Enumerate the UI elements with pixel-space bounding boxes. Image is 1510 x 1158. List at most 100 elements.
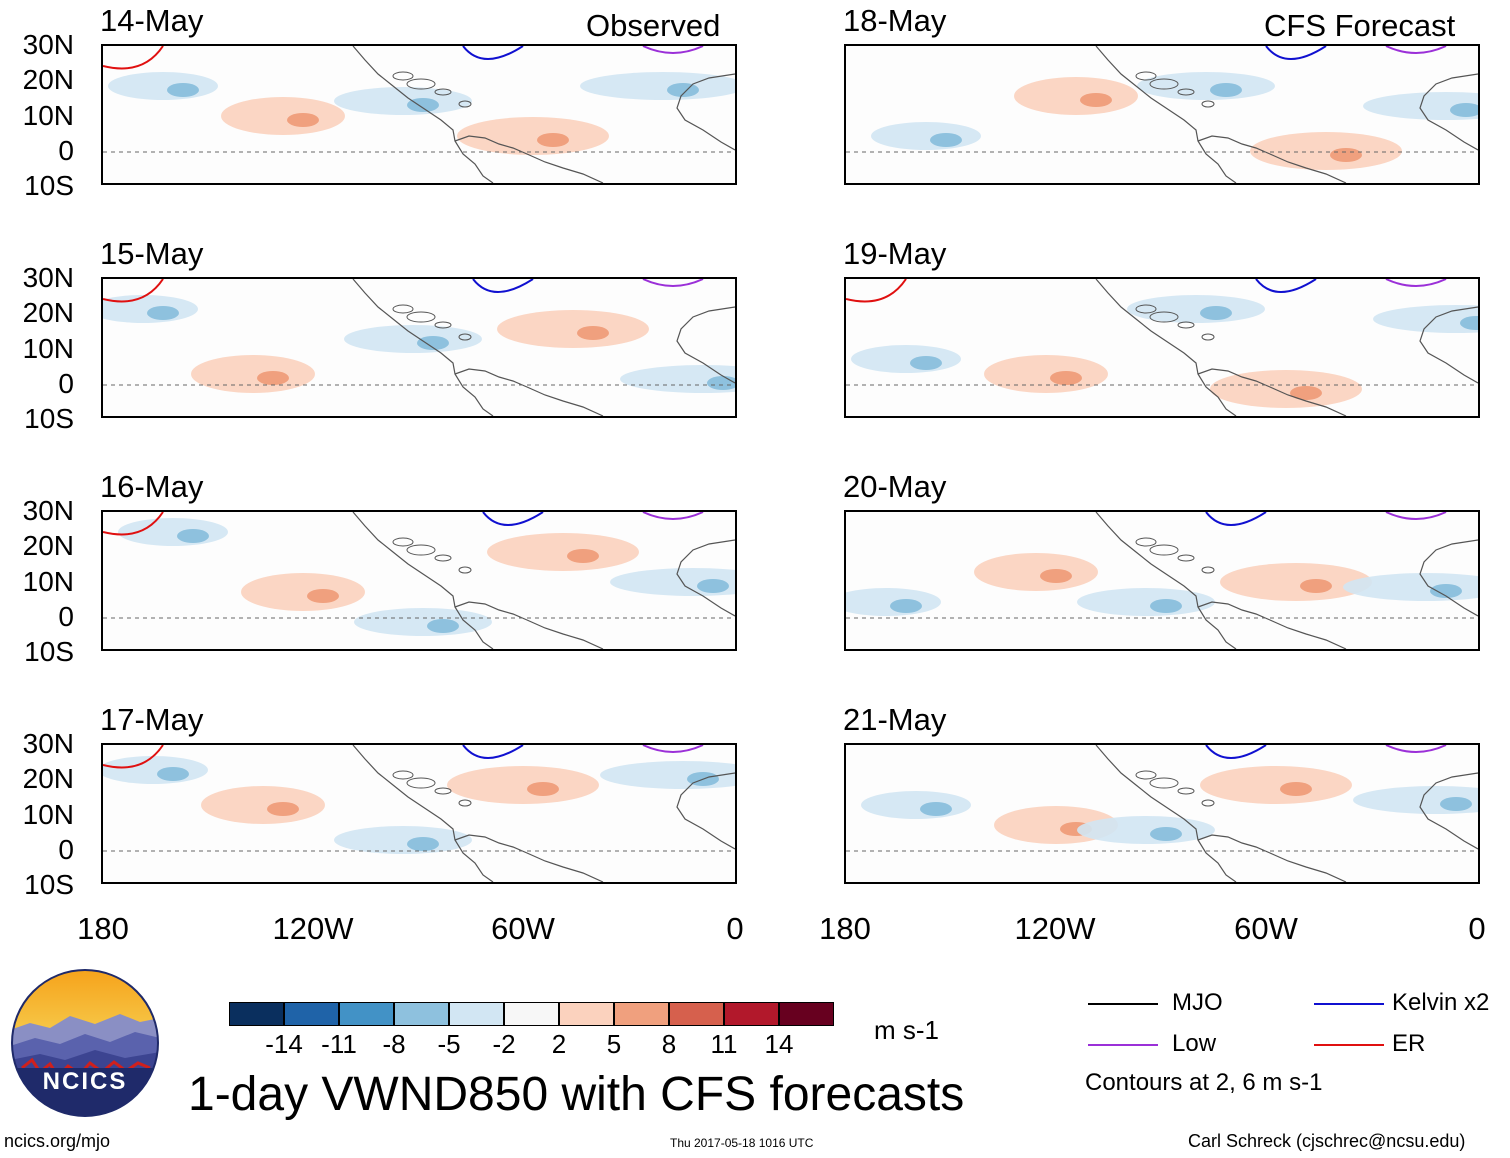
date-label-left-2: 15-May <box>100 236 204 271</box>
negative-anomaly-core <box>1450 103 1478 117</box>
map-panel-observed-14may <box>101 44 737 185</box>
lon-120w-right: 120W <box>1014 911 1096 946</box>
lat-20n: 20N <box>22 530 74 561</box>
negative-anomaly-core <box>157 767 189 781</box>
caribbean-island <box>1177 321 1195 329</box>
positive-anomaly-patch <box>1220 563 1372 601</box>
coastline-south-america <box>1197 135 1347 183</box>
map-field <box>846 46 1478 183</box>
positive-anomaly-core <box>1080 93 1112 107</box>
positive-anomaly-patch <box>221 97 345 135</box>
negative-anomaly-patch <box>580 72 735 100</box>
low-contour <box>1385 46 1447 54</box>
negative-anomaly-core <box>1460 316 1478 330</box>
low-contour <box>642 46 704 54</box>
map-panel-observed-17may <box>101 743 737 884</box>
legend-label-low: Low <box>1172 1030 1217 1057</box>
positive-anomaly-patch <box>241 573 365 611</box>
caribbean-island <box>1201 566 1215 574</box>
positive-anomaly-patch <box>191 355 315 393</box>
caribbean-island <box>392 304 414 314</box>
negative-anomaly-core <box>910 356 942 370</box>
caribbean-island <box>1149 311 1179 323</box>
coastline-south-america <box>454 834 604 882</box>
negative-anomaly-core <box>177 529 209 543</box>
caribbean-island <box>406 544 436 556</box>
low-contour <box>642 512 704 520</box>
caribbean-island <box>434 787 452 795</box>
coastline-north-america <box>352 745 494 882</box>
positive-anomaly-patch <box>974 553 1098 591</box>
negative-anomaly-core <box>920 802 952 816</box>
er-contour <box>846 279 907 303</box>
lon-180-right: 180 <box>819 911 871 946</box>
map-field <box>846 745 1478 882</box>
kelvin-contour <box>462 46 524 60</box>
colorbar-swatch-1 <box>229 1002 284 1026</box>
positive-anomaly-patch <box>1210 370 1362 408</box>
caribbean-island <box>434 321 452 329</box>
coastline-south-america <box>454 368 604 416</box>
coastline-africa <box>676 306 735 384</box>
coastline-africa <box>1419 73 1478 151</box>
positive-anomaly-core <box>1040 569 1072 583</box>
kelvin-contour <box>462 745 524 759</box>
positive-anomaly-core <box>527 782 559 796</box>
coastline-africa <box>1419 539 1478 617</box>
caribbean-island <box>458 799 472 807</box>
coastline-africa <box>1419 772 1478 850</box>
footer-url[interactable]: ncics.org/mjo <box>4 1131 111 1151</box>
date-label-right-4: 21-May <box>843 702 947 737</box>
er-contour <box>103 279 164 303</box>
negative-anomaly-core <box>407 98 439 112</box>
negative-anomaly-core <box>147 306 179 320</box>
lat-0: 0 <box>58 834 74 865</box>
caribbean-island <box>1149 777 1179 789</box>
caribbean-island <box>458 566 472 574</box>
lon-60w-right: 60W <box>1234 911 1298 946</box>
low-contour <box>1385 279 1447 287</box>
map-field <box>103 745 735 882</box>
coastline-south-america <box>454 135 604 183</box>
legend-label-mjo: MJO <box>1172 989 1223 1016</box>
colorbar-swatch-11 <box>779 1002 834 1026</box>
positive-anomaly-patch <box>497 310 649 348</box>
date-label-right-2: 19-May <box>843 236 947 271</box>
lat-0: 0 <box>58 368 74 399</box>
caribbean-island <box>458 100 472 108</box>
colorbar-label: -14 <box>265 1029 303 1059</box>
negative-anomaly-core <box>890 599 922 613</box>
lat-20n: 20N <box>22 763 74 794</box>
map-panel-observed-15may <box>101 277 737 418</box>
lat-10s: 10S <box>24 869 74 900</box>
positive-anomaly-patch <box>1200 766 1352 804</box>
positive-anomaly-patch <box>201 786 325 824</box>
caribbean-island <box>392 71 414 81</box>
colorbar-swatch-5 <box>449 1002 504 1026</box>
observed-header: Observed <box>586 8 721 43</box>
positive-anomaly-core <box>307 589 339 603</box>
negative-anomaly-core <box>1210 83 1242 97</box>
positive-anomaly-patch <box>984 355 1108 393</box>
colorbar-swatch-4 <box>394 1002 449 1026</box>
legend-line-low <box>1088 1044 1158 1046</box>
map-field <box>103 279 735 416</box>
caribbean-island <box>1149 544 1179 556</box>
lat-10s: 10S <box>24 403 74 434</box>
positive-anomaly-core <box>257 371 289 385</box>
lat-10n: 10N <box>22 333 74 364</box>
negative-anomaly-patch <box>851 345 961 373</box>
negative-anomaly-core <box>167 83 199 97</box>
caribbean-island <box>1135 71 1157 81</box>
lat-30n: 30N <box>22 495 74 526</box>
date-label-right-1: 18-May <box>843 3 947 38</box>
coastline-africa <box>1419 306 1478 384</box>
caribbean-island <box>434 554 452 562</box>
legend-line-mjo <box>1088 1003 1158 1005</box>
positive-anomaly-core <box>1290 386 1322 400</box>
negative-anomaly-patch <box>620 365 735 393</box>
colorbar-label: 5 <box>606 1029 622 1059</box>
negative-anomaly-patch <box>1077 588 1215 616</box>
coastline-africa <box>676 73 735 151</box>
coastline-north-america <box>352 46 494 183</box>
